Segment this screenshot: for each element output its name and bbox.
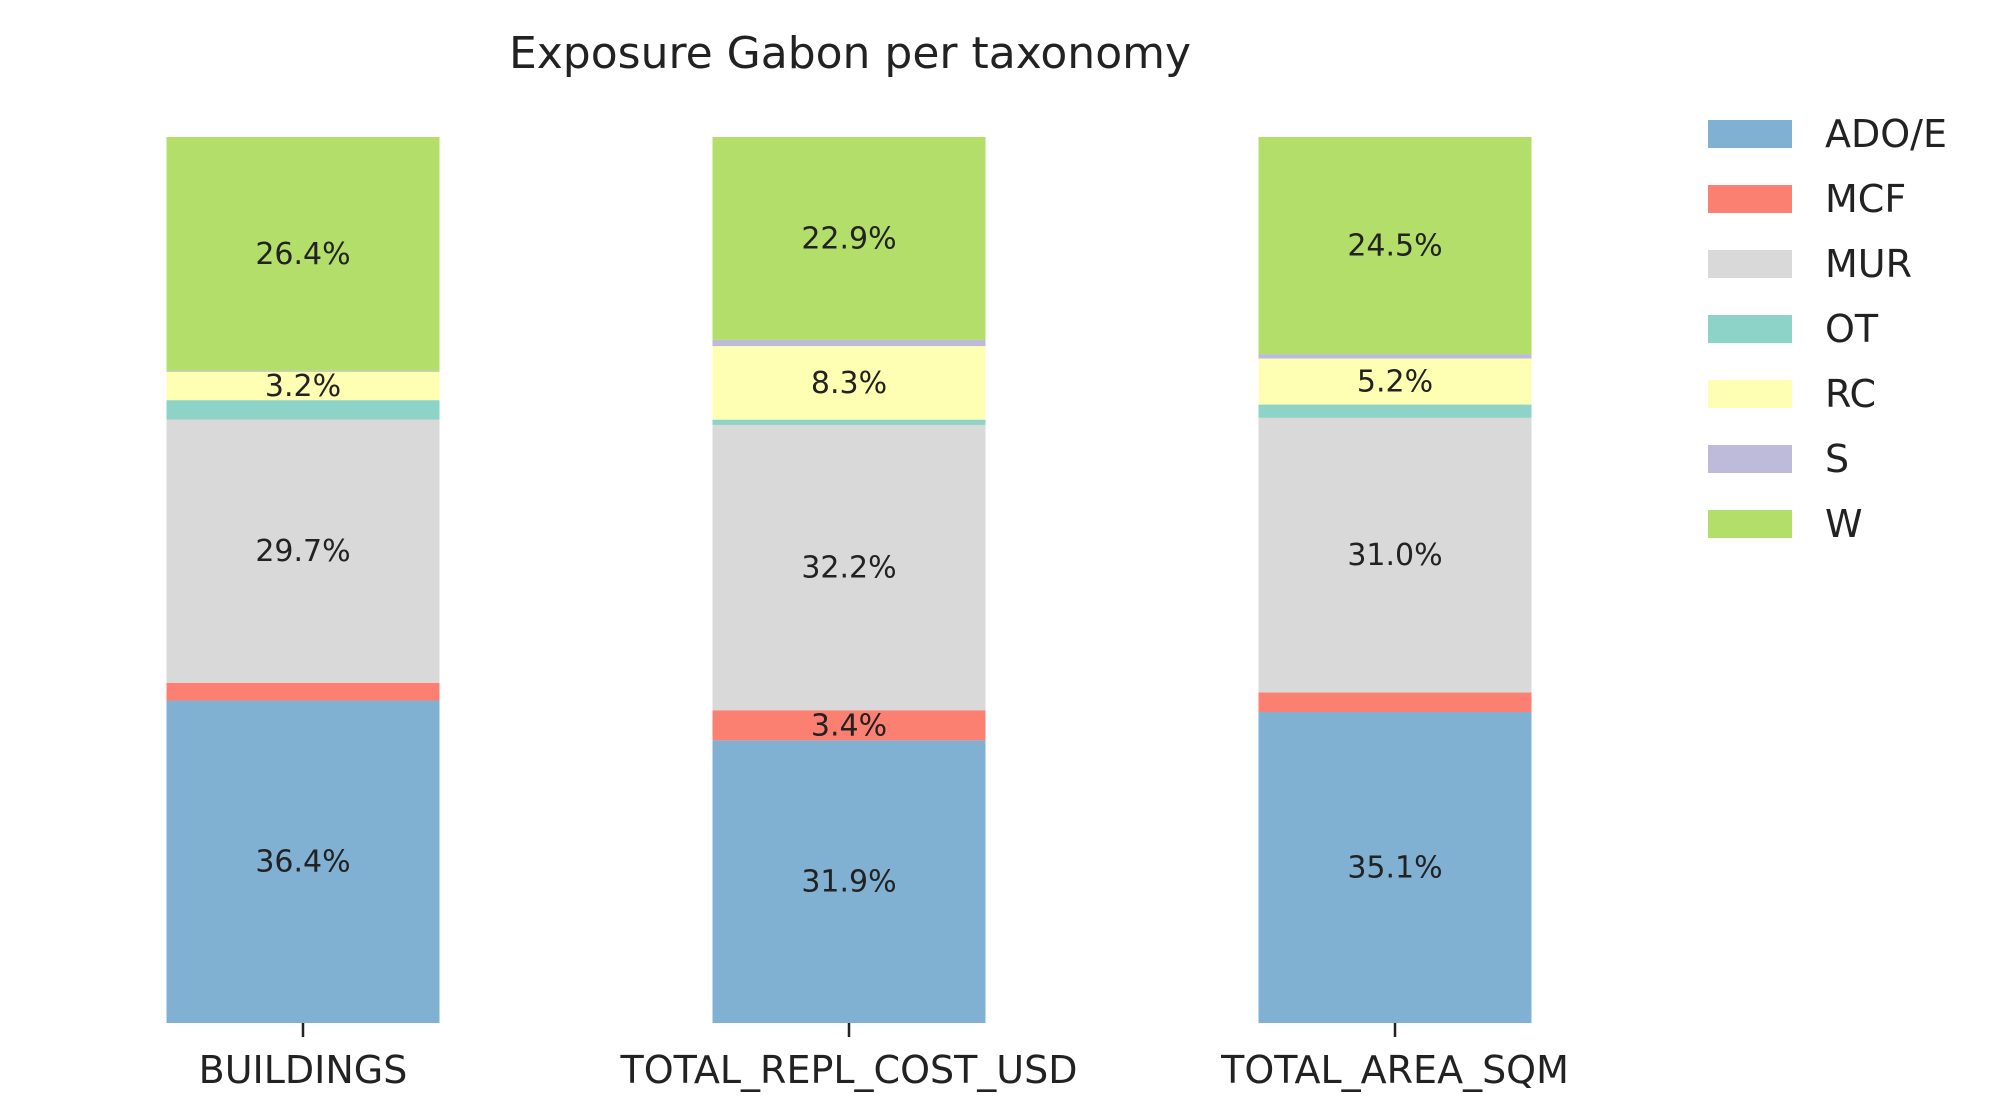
legend-swatch-ado-e bbox=[1708, 120, 1792, 148]
x-tick-label-buildings: BUILDINGS bbox=[199, 1048, 408, 1092]
data-label-total-repl-cost-usd-mcf: 3.4% bbox=[811, 708, 887, 743]
legend-swatch-w bbox=[1708, 510, 1792, 538]
legend-label-mur: MUR bbox=[1825, 242, 1912, 286]
data-label-buildings-ado-e: 36.4% bbox=[255, 845, 350, 880]
legend: ADO/E MCF MUR OT RC SW bbox=[1708, 112, 1947, 546]
bar-segment-total-repl-cost-usd-mur bbox=[712, 424, 986, 711]
bar-segment-total-repl-cost-usd-mcf bbox=[712, 710, 986, 741]
data-label-total-area-sqm-mur: 31.0% bbox=[1347, 538, 1442, 573]
bar-segment-buildings-s bbox=[166, 370, 440, 372]
bar-segment-total-repl-cost-usd-w bbox=[712, 137, 986, 340]
legend-swatch-s bbox=[1708, 445, 1792, 473]
bar-segment-buildings-ot bbox=[166, 400, 440, 420]
bar-segment-total-repl-cost-usd-s bbox=[712, 339, 986, 347]
legend-swatch-rc bbox=[1708, 380, 1792, 408]
data-label-total-repl-cost-usd-rc: 8.3% bbox=[811, 366, 887, 401]
x-tick-label-total-area-sqm: TOTAL_AREA_SQM bbox=[1220, 1048, 1569, 1092]
legend-label-rc: RC bbox=[1825, 372, 1876, 416]
bar-segment-total-area-sqm-mcf bbox=[1258, 692, 1532, 713]
bar-segment-buildings-rc bbox=[166, 371, 440, 401]
legend-swatch-mcf bbox=[1708, 185, 1792, 213]
data-labels-layer: 36.4% 29.7% 3.2% 26.4% 31.9% 3.4% 32.2% 8.3% 22.… bbox=[255, 221, 1442, 899]
legend-label-w: W bbox=[1825, 502, 1863, 546]
data-label-total-area-sqm-rc: 5.2% bbox=[1357, 365, 1433, 400]
data-label-total-repl-cost-usd-w: 22.9% bbox=[801, 221, 896, 256]
bar-segment-total-repl-cost-usd-ot bbox=[712, 419, 986, 425]
bar-segment-total-area-sqm-ado-e bbox=[1258, 712, 1532, 1023]
data-label-total-repl-cost-usd-mur: 32.2% bbox=[801, 551, 896, 586]
legend-label-ado-e: ADO/E bbox=[1825, 112, 1947, 156]
data-label-buildings-mur: 29.7% bbox=[255, 534, 350, 569]
bar-segment-buildings-mcf bbox=[166, 682, 440, 701]
data-label-buildings-rc: 3.2% bbox=[265, 369, 341, 404]
bar-segment-total-area-sqm-rc bbox=[1258, 358, 1532, 405]
x-tick-label-total-repl-cost-usd: TOTAL_REPL_COST_USD bbox=[619, 1048, 1077, 1092]
bar-segment-total-area-sqm-s bbox=[1258, 354, 1532, 359]
legend-swatch-ot bbox=[1708, 315, 1792, 343]
bar-segment-buildings-mur bbox=[166, 419, 440, 683]
data-label-total-area-sqm-ado-e: 35.1% bbox=[1347, 851, 1442, 886]
bar-segment-total-area-sqm-mur bbox=[1258, 417, 1532, 693]
bar-segment-buildings-w bbox=[166, 137, 440, 371]
legend-label-s: S bbox=[1825, 437, 1849, 481]
data-label-total-area-sqm-w: 24.5% bbox=[1347, 229, 1442, 264]
legend-swatch-mur bbox=[1708, 250, 1792, 278]
legend-label-ot: OT bbox=[1825, 307, 1879, 351]
bar-segment-total-area-sqm-ot bbox=[1258, 404, 1532, 418]
bar-segment-total-repl-cost-usd-rc bbox=[712, 346, 986, 420]
x-axis: BUILDINGS TOTAL_REPL_COST_USD TOTAL_AREA_S… bbox=[199, 1023, 1569, 1092]
bar-segment-total-repl-cost-usd-ado-e bbox=[712, 740, 986, 1023]
data-label-buildings-w: 26.4% bbox=[255, 237, 350, 272]
bar-segment-buildings-ado-e bbox=[166, 700, 440, 1023]
legend-label-mcf: MCF bbox=[1825, 177, 1906, 221]
chart-title: Exposure Gabon per taxonomy bbox=[509, 28, 1191, 79]
data-label-total-repl-cost-usd-ado-e: 31.9% bbox=[801, 865, 896, 900]
bars-layer bbox=[166, 137, 1532, 1023]
bar-segment-total-area-sqm-w bbox=[1258, 137, 1532, 355]
